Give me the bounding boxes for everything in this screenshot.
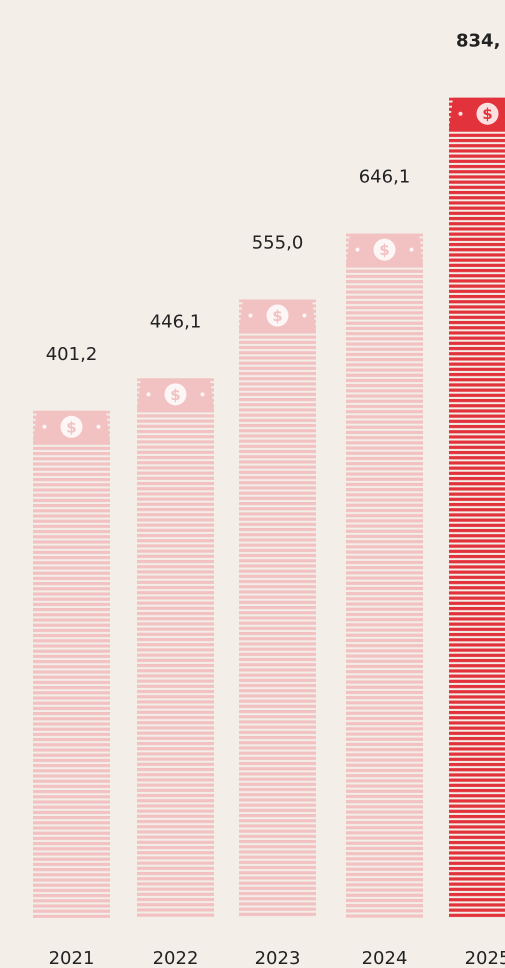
coin (373, 238, 396, 261)
dot (409, 247, 414, 252)
value-label: 401,2 (46, 344, 98, 365)
dollar: $ (379, 241, 389, 259)
dot (458, 111, 463, 116)
coin (266, 304, 289, 327)
x-tick-label: 2021 (49, 948, 95, 968)
value-label: 834, (456, 31, 500, 52)
dot (96, 424, 101, 429)
dot (146, 392, 151, 397)
banknote: $ (33, 410, 110, 443)
x-tick-label: 2025 (465, 948, 505, 968)
dollar: $ (170, 386, 180, 404)
coin (476, 102, 499, 125)
bar (33, 410, 110, 918)
dot (248, 313, 253, 318)
value-label: 555,0 (252, 233, 304, 254)
bar (449, 97, 505, 919)
bar (346, 233, 423, 919)
dollar: $ (482, 105, 492, 123)
dollar: $ (66, 418, 76, 436)
coin (60, 415, 83, 438)
x-tick-label: 2022 (153, 948, 199, 968)
bar (137, 378, 214, 918)
coin (164, 383, 187, 406)
value-label: 446,1 (150, 311, 202, 332)
banknote: $ (449, 97, 505, 130)
dot (200, 392, 205, 397)
dot (42, 424, 47, 429)
x-tick-label: 2023 (255, 948, 301, 968)
banknote: $ (239, 299, 316, 332)
x-tick-label: 2024 (362, 948, 408, 968)
banknote: $ (137, 378, 214, 411)
value-label: 646,1 (359, 167, 411, 188)
dot (302, 313, 307, 318)
bar (239, 299, 316, 918)
dollar: $ (272, 307, 282, 325)
banknote: $ (346, 233, 423, 266)
dot (355, 247, 360, 252)
